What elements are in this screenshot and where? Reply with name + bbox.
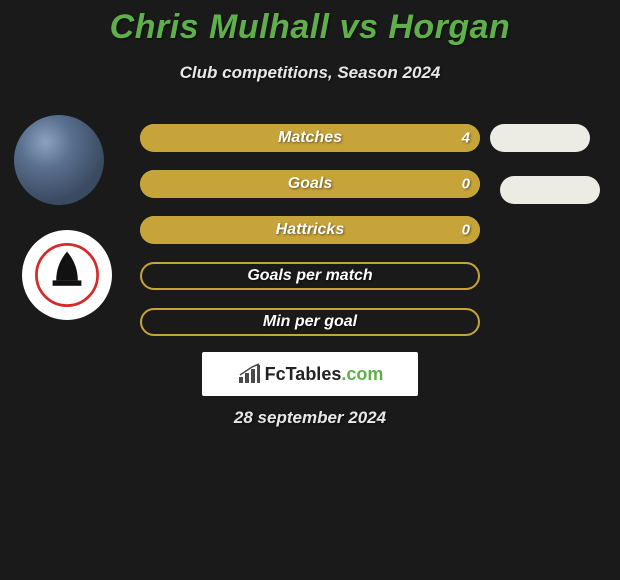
stat-bar-value: 0 (462, 176, 470, 193)
stat-bar-label: Goals (140, 175, 480, 193)
branding-prefix: FcTables (265, 364, 342, 384)
opponent-pill (500, 176, 600, 204)
branding-suffix: .com (341, 364, 383, 384)
stat-bar-label: Min per goal (142, 313, 478, 331)
stat-bar-label: Matches (140, 129, 480, 147)
branding-box: FcTables.com (202, 352, 418, 396)
opponent-pill (490, 124, 590, 152)
footer-date: 28 september 2024 (0, 408, 620, 428)
page-subtitle: Club competitions, Season 2024 (0, 63, 620, 83)
page-title: Chris Mulhall vs Horgan (0, 0, 620, 47)
stat-bar: Min per goal (140, 308, 480, 336)
player2-crest (22, 230, 112, 320)
player1-avatar (14, 115, 104, 205)
stat-bar: Matches4 (140, 124, 480, 152)
comparison-bars: Matches4Goals0Hattricks0Goals per matchM… (140, 124, 480, 354)
stat-bar: Goals per match (140, 262, 480, 290)
stat-bar-value: 4 (462, 130, 470, 147)
stat-bar-label: Hattricks (140, 221, 480, 239)
stat-bar-label: Goals per match (142, 267, 478, 285)
stat-bar: Hattricks0 (140, 216, 480, 244)
bars-icon (237, 363, 261, 385)
stat-bar: Goals0 (140, 170, 480, 198)
stat-bar-value: 0 (462, 222, 470, 239)
branding-text: FcTables.com (265, 364, 384, 385)
